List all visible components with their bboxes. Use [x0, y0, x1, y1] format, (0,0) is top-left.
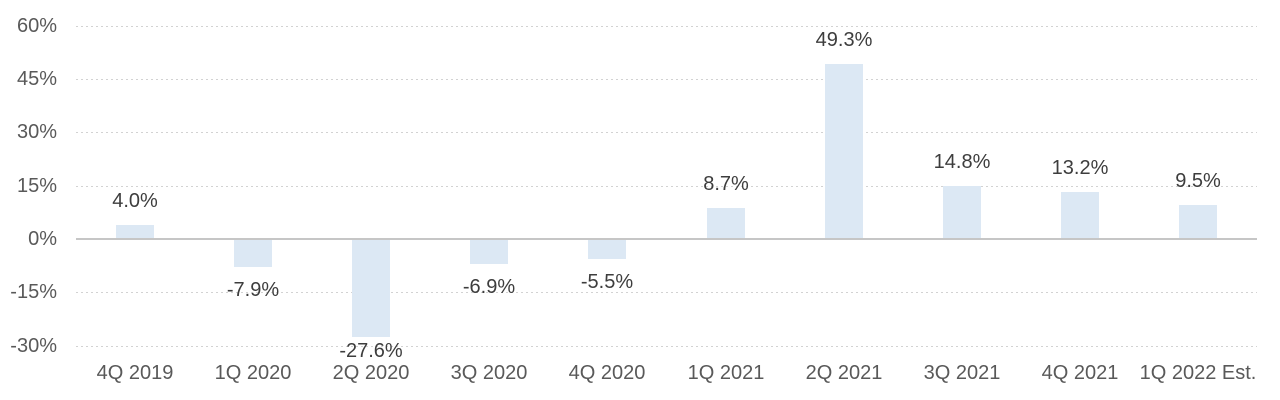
x-axis-tick-label: 1Q 2022 Est.: [1139, 362, 1257, 384]
data-label: 4.0%: [112, 190, 158, 212]
x-axis-tick-label: 4Q 2021: [1041, 362, 1119, 384]
x-axis-tick-label: 2Q 2020: [332, 362, 410, 384]
data-label: -5.5%: [580, 271, 634, 293]
data-label: 9.5%: [1175, 170, 1221, 192]
bar: [707, 208, 745, 239]
gridline: [76, 79, 1257, 80]
y-axis-tick-label: 0%: [28, 228, 57, 250]
data-label: 49.3%: [815, 29, 873, 51]
gridline: [76, 132, 1257, 133]
bar: [1179, 205, 1217, 239]
bar: [352, 239, 390, 337]
y-axis-tick-label: 30%: [16, 121, 57, 143]
x-axis-line: [76, 238, 1257, 240]
x-axis-tick-label: 3Q 2021: [923, 362, 1001, 384]
bar: [825, 64, 863, 239]
bar: [234, 239, 272, 267]
bar: [588, 239, 626, 259]
bar: [116, 225, 154, 239]
x-axis-tick-label: 1Q 2021: [687, 362, 765, 384]
x-axis-tick-label: 1Q 2020: [214, 362, 292, 384]
x-axis-tick-label: 4Q 2020: [568, 362, 646, 384]
bar: [943, 186, 981, 239]
gridline: [76, 346, 1257, 347]
data-label: 14.8%: [933, 151, 991, 173]
y-axis-tick-label: 60%: [16, 15, 57, 37]
data-label: -27.6%: [339, 340, 403, 362]
y-axis-tick-label: 45%: [16, 68, 57, 90]
y-axis-tick-label: -15%: [10, 281, 57, 303]
data-label: 8.7%: [703, 173, 749, 195]
gridline: [76, 186, 1257, 187]
data-label: -6.9%: [462, 276, 516, 298]
data-label: -7.9%: [226, 279, 280, 301]
data-label: 13.2%: [1051, 157, 1109, 179]
gridline: [76, 292, 1257, 293]
x-axis-tick-label: 3Q 2020: [450, 362, 528, 384]
y-axis-tick-label: -30%: [10, 335, 57, 357]
gridline: [76, 26, 1257, 27]
x-axis-tick-label: 4Q 2019: [96, 362, 174, 384]
x-axis-tick-label: 2Q 2021: [805, 362, 883, 384]
bar: [1061, 192, 1099, 239]
y-axis-tick-label: 15%: [16, 175, 57, 197]
bar: [470, 239, 508, 264]
